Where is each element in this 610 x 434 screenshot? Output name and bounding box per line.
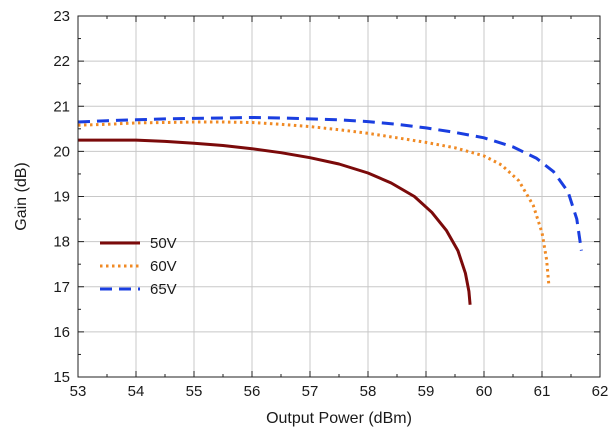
x-tick-label: 59 — [418, 383, 435, 400]
series-lines — [77, 116, 583, 305]
x-axis-title: Output Power (dBm) — [266, 410, 412, 427]
x-tick-label: 55 — [186, 383, 203, 400]
x-tick-label: 60 — [476, 383, 493, 400]
grid — [77, 15, 601, 378]
x-tick-label: 61 — [534, 383, 551, 400]
y-tick-label: 16 — [53, 324, 70, 341]
x-tick-label: 62 — [592, 383, 609, 400]
y-tick-label: 17 — [53, 279, 70, 296]
x-tick-label: 53 — [70, 383, 87, 400]
legend: 50V 60V 65V — [100, 235, 177, 298]
axis-ticks: 53 54 55 56 57 58 59 60 61 62 15 16 17 18 19 20 21 22 23 — [53, 8, 608, 400]
series-line-60v — [77, 120, 551, 287]
series-line-50v — [78, 138, 472, 305]
x-tick-label: 54 — [128, 383, 145, 400]
y-tick-label: 15 — [53, 369, 70, 386]
legend-label-60v: 60V — [150, 258, 177, 275]
x-tick-label: 56 — [244, 383, 261, 400]
x-tick-label: 58 — [360, 383, 377, 400]
legend-label-50v: 50V — [150, 235, 177, 252]
y-tick-label: 21 — [53, 98, 70, 115]
y-tick-label: 22 — [53, 53, 70, 70]
x-tick-label: 57 — [302, 383, 319, 400]
y-tick-label: 18 — [53, 234, 70, 251]
series-line-65v — [77, 116, 583, 251]
y-axis-title: Gain (dB) — [13, 162, 30, 230]
y-tick-label: 23 — [53, 8, 70, 25]
y-tick-label: 20 — [53, 143, 70, 160]
y-tick-label: 19 — [53, 189, 70, 206]
legend-label-65v: 65V — [150, 281, 177, 298]
